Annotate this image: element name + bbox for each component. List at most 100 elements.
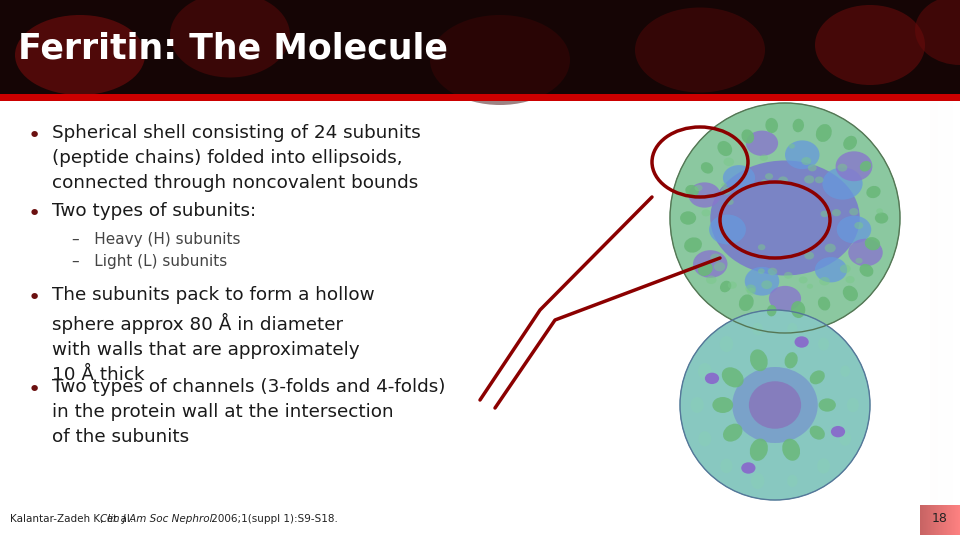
Bar bbox=[943, 94, 944, 540]
Text: Kalantar-Zadeh K, et al.: Kalantar-Zadeh K, et al. bbox=[10, 514, 136, 524]
Bar bbox=[941, 94, 942, 540]
Ellipse shape bbox=[680, 211, 696, 225]
Ellipse shape bbox=[846, 276, 854, 284]
Bar bbox=[945, 94, 946, 540]
Ellipse shape bbox=[693, 250, 728, 278]
Ellipse shape bbox=[751, 473, 764, 489]
Bar bbox=[932, 94, 933, 540]
Text: •: • bbox=[28, 204, 41, 224]
Ellipse shape bbox=[840, 366, 850, 377]
Text: •: • bbox=[28, 126, 41, 146]
Bar bbox=[938, 94, 939, 540]
Bar bbox=[921, 505, 922, 535]
Bar bbox=[930, 505, 931, 535]
Bar bbox=[947, 505, 948, 535]
Bar bbox=[924, 505, 925, 535]
Bar bbox=[956, 505, 957, 535]
Bar bbox=[948, 94, 949, 540]
Ellipse shape bbox=[714, 262, 726, 271]
Ellipse shape bbox=[821, 211, 828, 217]
Ellipse shape bbox=[732, 367, 818, 443]
Ellipse shape bbox=[839, 432, 851, 446]
Ellipse shape bbox=[739, 294, 754, 311]
Bar bbox=[920, 505, 921, 535]
Ellipse shape bbox=[430, 15, 570, 105]
Text: Two types of subunits:: Two types of subunits: bbox=[52, 202, 256, 220]
Bar bbox=[942, 505, 943, 535]
Bar bbox=[954, 94, 955, 540]
Bar bbox=[927, 505, 928, 535]
Ellipse shape bbox=[818, 338, 829, 350]
FancyBboxPatch shape bbox=[0, 0, 960, 94]
Ellipse shape bbox=[809, 426, 825, 440]
Ellipse shape bbox=[15, 15, 145, 95]
Ellipse shape bbox=[804, 252, 814, 260]
Ellipse shape bbox=[765, 118, 778, 133]
Text: The subunits pack to form a hollow
sphere approx 80 Å in diameter
with walls tha: The subunits pack to form a hollow spher… bbox=[52, 286, 374, 383]
Bar bbox=[944, 505, 945, 535]
Ellipse shape bbox=[849, 239, 883, 266]
Ellipse shape bbox=[710, 253, 721, 262]
Ellipse shape bbox=[761, 179, 767, 185]
Ellipse shape bbox=[741, 130, 755, 144]
Text: –   Heavy (H) subunits: – Heavy (H) subunits bbox=[72, 232, 241, 247]
Ellipse shape bbox=[793, 119, 804, 132]
Ellipse shape bbox=[768, 268, 778, 275]
Bar bbox=[935, 94, 936, 540]
Ellipse shape bbox=[854, 222, 863, 229]
Ellipse shape bbox=[765, 173, 773, 180]
Text: Ferritin: The Molecule: Ferritin: The Molecule bbox=[18, 32, 448, 66]
Bar bbox=[952, 94, 953, 540]
Ellipse shape bbox=[702, 209, 710, 217]
Bar bbox=[948, 505, 949, 535]
Ellipse shape bbox=[757, 244, 765, 250]
Text: Clin J Am Soc Nephrol.: Clin J Am Soc Nephrol. bbox=[100, 514, 216, 524]
FancyBboxPatch shape bbox=[0, 94, 960, 101]
Ellipse shape bbox=[747, 288, 756, 295]
Bar bbox=[947, 94, 948, 540]
Ellipse shape bbox=[804, 176, 814, 184]
Ellipse shape bbox=[855, 258, 863, 264]
Ellipse shape bbox=[745, 285, 756, 293]
Bar bbox=[934, 94, 935, 540]
Ellipse shape bbox=[761, 280, 772, 289]
Bar bbox=[940, 505, 941, 535]
Bar bbox=[955, 505, 956, 535]
Bar bbox=[958, 505, 959, 535]
Ellipse shape bbox=[876, 208, 883, 214]
Ellipse shape bbox=[721, 187, 732, 195]
Bar bbox=[957, 94, 958, 540]
Bar bbox=[943, 505, 944, 535]
Ellipse shape bbox=[850, 208, 858, 215]
Bar bbox=[931, 94, 932, 540]
Ellipse shape bbox=[865, 237, 880, 251]
Ellipse shape bbox=[698, 363, 711, 380]
Ellipse shape bbox=[815, 5, 925, 85]
Bar bbox=[926, 505, 927, 535]
Ellipse shape bbox=[750, 438, 768, 461]
Ellipse shape bbox=[685, 185, 699, 197]
Bar bbox=[953, 505, 954, 535]
Ellipse shape bbox=[745, 267, 780, 295]
Bar bbox=[929, 505, 930, 535]
Ellipse shape bbox=[753, 323, 763, 335]
Ellipse shape bbox=[843, 286, 858, 301]
Ellipse shape bbox=[699, 431, 711, 447]
Ellipse shape bbox=[750, 349, 768, 371]
Ellipse shape bbox=[723, 424, 742, 442]
Ellipse shape bbox=[816, 124, 831, 142]
Ellipse shape bbox=[728, 281, 737, 289]
Ellipse shape bbox=[837, 164, 848, 172]
Bar bbox=[959, 505, 960, 535]
Ellipse shape bbox=[859, 264, 874, 277]
Bar bbox=[946, 94, 947, 540]
Bar bbox=[937, 94, 938, 540]
Ellipse shape bbox=[791, 301, 805, 318]
Ellipse shape bbox=[806, 284, 813, 289]
Text: Spherical shell consisting of 24 subunits
(peptide chains) folded into ellipsoid: Spherical shell consisting of 24 subunit… bbox=[52, 124, 420, 192]
Bar bbox=[951, 94, 952, 540]
Ellipse shape bbox=[875, 212, 888, 224]
Bar bbox=[945, 505, 946, 535]
Ellipse shape bbox=[717, 141, 732, 156]
Ellipse shape bbox=[746, 131, 779, 156]
